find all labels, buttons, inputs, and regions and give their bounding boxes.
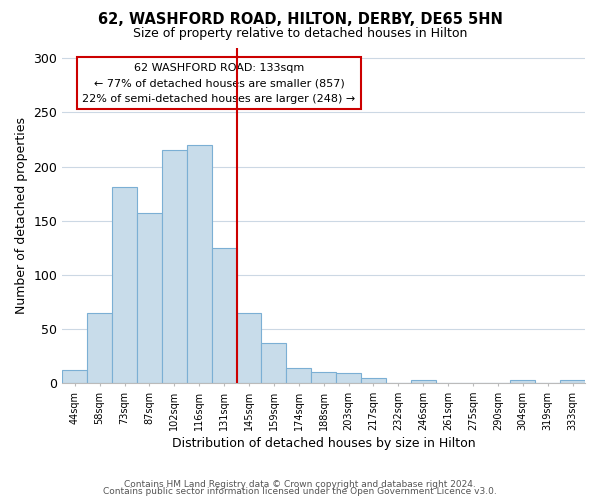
Bar xyxy=(137,213,162,383)
Bar xyxy=(311,372,336,383)
Bar xyxy=(511,380,535,383)
Text: 62, WASHFORD ROAD, HILTON, DERBY, DE65 5HN: 62, WASHFORD ROAD, HILTON, DERBY, DE65 5… xyxy=(98,12,502,28)
Bar xyxy=(361,378,386,383)
Text: Size of property relative to detached houses in Hilton: Size of property relative to detached ho… xyxy=(133,28,467,40)
Bar xyxy=(560,380,585,383)
Bar xyxy=(336,373,361,383)
X-axis label: Distribution of detached houses by size in Hilton: Distribution of detached houses by size … xyxy=(172,437,475,450)
Bar xyxy=(187,145,212,383)
Bar xyxy=(212,248,236,383)
Text: 62 WASHFORD ROAD: 133sqm
← 77% of detached houses are smaller (857)
22% of semi-: 62 WASHFORD ROAD: 133sqm ← 77% of detach… xyxy=(82,62,356,104)
Y-axis label: Number of detached properties: Number of detached properties xyxy=(15,116,28,314)
Text: Contains HM Land Registry data © Crown copyright and database right 2024.: Contains HM Land Registry data © Crown c… xyxy=(124,480,476,489)
Bar xyxy=(286,368,311,383)
Bar xyxy=(236,312,262,383)
Bar xyxy=(411,380,436,383)
Bar xyxy=(112,187,137,383)
Bar xyxy=(87,312,112,383)
Bar xyxy=(262,343,286,383)
Bar xyxy=(162,150,187,383)
Text: Contains public sector information licensed under the Open Government Licence v3: Contains public sector information licen… xyxy=(103,488,497,496)
Bar xyxy=(62,370,87,383)
